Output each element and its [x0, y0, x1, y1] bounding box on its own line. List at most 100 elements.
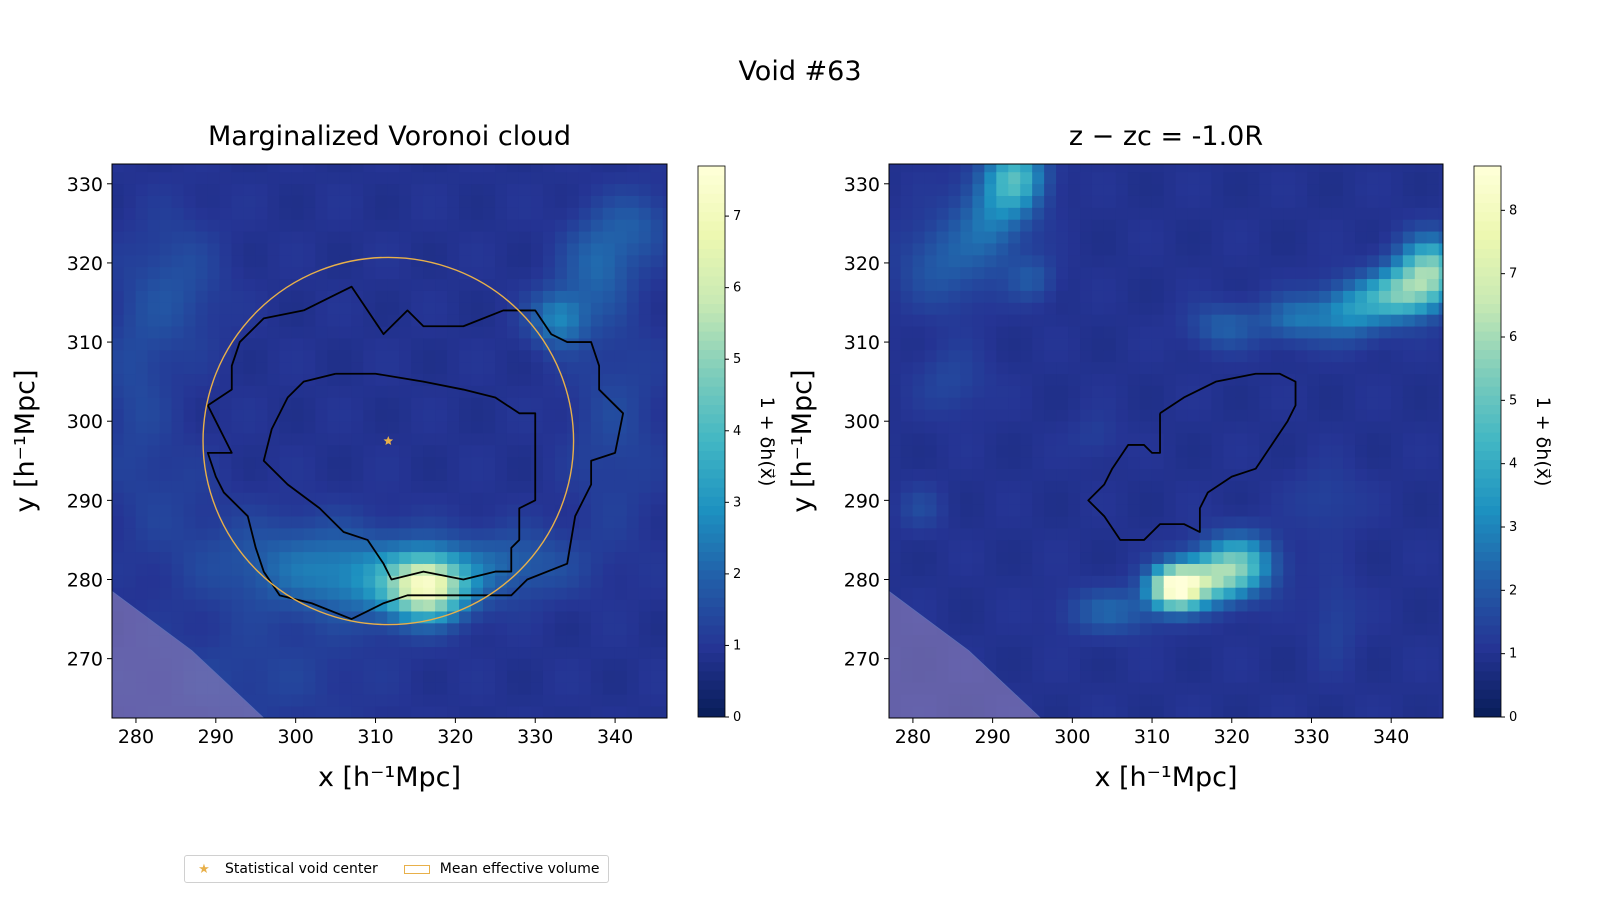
- heatmap-cell: [1032, 646, 1045, 659]
- heatmap-cell: [112, 432, 125, 446]
- heatmap-cell: [123, 397, 137, 410]
- heatmap-cell: [1366, 539, 1380, 553]
- heatmap-cell: [1343, 492, 1356, 505]
- heatmap-cell: [255, 598, 269, 612]
- heatmap-cell: [1331, 361, 1344, 375]
- heatmap-cell: [1223, 420, 1237, 434]
- heatmap-cell: [1020, 527, 1033, 541]
- heatmap-cell: [1199, 207, 1213, 220]
- heatmap-cell: [1414, 492, 1428, 505]
- heatmap-cell: [135, 409, 149, 422]
- heatmap-cell: [303, 349, 316, 363]
- heatmap-cell: [159, 337, 173, 351]
- heatmap-cell: [243, 171, 257, 185]
- heatmap-cell: [960, 575, 973, 588]
- heatmap-cell: [924, 266, 938, 280]
- heatmap-cell: [1319, 634, 1332, 648]
- heatmap-cell: [207, 432, 221, 446]
- heatmap-cell: [255, 432, 269, 446]
- heatmap-cell: [1378, 183, 1392, 196]
- heatmap-cell: [1056, 444, 1069, 458]
- heatmap-cell: [207, 658, 221, 671]
- legend-entry-center: ★ Statistical void center: [193, 861, 378, 877]
- heatmap-cell: [1020, 622, 1033, 636]
- heatmap-cell: [411, 468, 424, 481]
- heatmap-cell: [1235, 219, 1249, 232]
- heatmap-cell: [1163, 290, 1177, 303]
- heatmap-cell: [1080, 646, 1093, 659]
- heatmap-cell: [1056, 598, 1069, 612]
- heatmap-cell: [387, 409, 400, 422]
- heatmap-cell: [267, 563, 280, 576]
- heatmap-cell: [351, 361, 364, 375]
- heatmap-cell: [1139, 361, 1153, 375]
- heatmap-cell: [207, 551, 221, 564]
- heatmap-cell: [1080, 587, 1093, 600]
- heatmap-cell: [1366, 587, 1380, 600]
- heatmap-cell: [1390, 242, 1404, 256]
- heatmap-cell: [327, 361, 340, 375]
- heatmap-cell: [1259, 646, 1272, 659]
- heatmap-cell: [936, 361, 950, 375]
- heatmap-cell: [1211, 183, 1225, 196]
- heatmap-cell: [135, 325, 149, 339]
- heatmap-cell: [1390, 705, 1404, 718]
- heatmap-cell: [1235, 325, 1249, 339]
- heatmap-cell: [171, 266, 185, 280]
- heatmap-cell: [147, 598, 161, 612]
- heatmap-cell: [1127, 314, 1141, 327]
- heatmap-cell: [924, 492, 938, 505]
- heatmap-cell: [1259, 254, 1272, 268]
- heatmap-cell: [1151, 444, 1165, 458]
- heatmap-cell: [123, 587, 137, 600]
- heatmap-cell: [1235, 164, 1249, 173]
- heatmap-cell: [936, 230, 950, 244]
- heatmap-cell: [912, 254, 926, 268]
- heatmap-cell: [327, 195, 340, 208]
- heatmap-cell: [1103, 266, 1117, 280]
- heatmap-cell: [936, 164, 950, 173]
- heatmap-cell: [1151, 622, 1165, 636]
- heatmap-cell: [1390, 302, 1404, 315]
- heatmap-cell: [984, 254, 997, 268]
- heatmap-cell: [1235, 456, 1249, 469]
- heatmap-cell: [1175, 171, 1189, 185]
- heatmap-cell: [1235, 634, 1249, 648]
- heatmap-cell: [1080, 658, 1093, 671]
- heatmap-cell: [984, 219, 997, 232]
- heatmap-cell: [1402, 622, 1416, 636]
- heatmap-cell: [1319, 290, 1332, 303]
- heatmap-cell: [1115, 302, 1129, 315]
- colorbar-segment: [1474, 606, 1501, 617]
- heatmap-cell: [996, 420, 1009, 434]
- heatmap-cell: [1319, 598, 1332, 612]
- heatmap-cell: [1426, 634, 1440, 648]
- heatmap-cell: [1056, 337, 1069, 351]
- heatmap-cell: [1414, 432, 1428, 446]
- heatmap-cell: [936, 278, 950, 291]
- heatmap-cell: [1235, 385, 1249, 398]
- heatmap-cell: [1331, 527, 1344, 541]
- heatmap-cell: [135, 587, 149, 600]
- heatmap-cell: [327, 385, 340, 398]
- heatmap-cell: [1056, 622, 1069, 636]
- heatmap-cell: [339, 373, 352, 386]
- heatmap-cell: [1319, 515, 1332, 529]
- heatmap-cell: [1438, 504, 1443, 517]
- heatmap-cell: [303, 563, 316, 576]
- heatmap-cell: [1008, 195, 1021, 208]
- heatmap-cell: [1056, 242, 1069, 256]
- heatmap-cell: [1163, 409, 1177, 422]
- heatmap-cell: [291, 373, 304, 386]
- heatmap-cell: [924, 195, 938, 208]
- heatmap-cell: [1414, 278, 1428, 291]
- heatmap-cell: [1390, 385, 1404, 398]
- heatmap-cell: [1008, 183, 1021, 196]
- heatmap-cell: [948, 195, 962, 208]
- heatmap-cell: [1187, 587, 1201, 600]
- heatmap-cell: [1211, 622, 1225, 636]
- heatmap-cell: [1175, 164, 1189, 173]
- heatmap-cell: [267, 492, 280, 505]
- heatmap-cell: [1115, 646, 1129, 659]
- heatmap-cell: [960, 207, 973, 220]
